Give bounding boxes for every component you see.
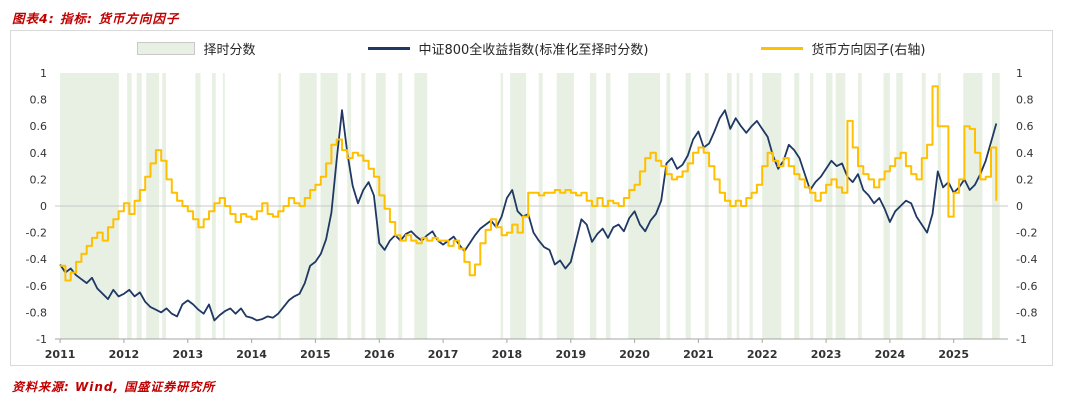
svg-text:0.2: 0.2 [1016, 173, 1034, 186]
svg-text:2012: 2012 [109, 348, 140, 361]
svg-text:2017: 2017 [428, 348, 459, 361]
svg-text:-0.4: -0.4 [1016, 253, 1037, 266]
svg-text:-0.6: -0.6 [1016, 280, 1037, 293]
svg-text:-0.6: -0.6 [26, 280, 47, 293]
svg-text:-0.2: -0.2 [26, 227, 47, 240]
svg-text:0: 0 [1016, 200, 1023, 213]
svg-text:2021: 2021 [683, 348, 714, 361]
svg-text:1: 1 [1016, 67, 1023, 80]
svg-text:0.8: 0.8 [1016, 94, 1034, 107]
svg-text:0.4: 0.4 [30, 147, 48, 160]
figure-title: 图表4: 指标: 货币方向因子 [12, 11, 180, 26]
svg-text:-0.8: -0.8 [26, 306, 47, 319]
svg-text:-1: -1 [1016, 333, 1027, 346]
svg-text:-0.2: -0.2 [1016, 227, 1037, 240]
svg-text:0.2: 0.2 [30, 173, 48, 186]
legend-label-index: 中证800全收益指数(标准化至择时分数) [418, 42, 649, 58]
legend-label-timing-score: 择时分数 [203, 42, 256, 58]
svg-text:2018: 2018 [492, 348, 523, 361]
legend-swatch-band [137, 41, 196, 55]
svg-text:2016: 2016 [364, 348, 395, 361]
svg-text:0.6: 0.6 [1016, 120, 1034, 133]
svg-text:-0.8: -0.8 [1016, 306, 1037, 319]
legend-swatch-factor-line [761, 46, 804, 50]
source-note: 资料来源: Wind, 国盛证券研究所 [12, 380, 216, 394]
svg-text:0.6: 0.6 [30, 120, 48, 133]
svg-text:2019: 2019 [555, 348, 586, 361]
legend-item-factor: 货币方向因子(右轴) [761, 39, 926, 58]
legend-item-index: 中证800全收益指数(标准化至择时分数) [368, 39, 648, 58]
svg-text:2025: 2025 [938, 348, 969, 361]
svg-text:2015: 2015 [300, 348, 331, 361]
chart-legend: 择时分数 中证800全收益指数(标准化至择时分数) 货币方向因子(右轴) [11, 31, 1052, 65]
svg-text:-1: -1 [36, 333, 47, 346]
svg-text:1: 1 [40, 67, 47, 80]
svg-text:0.8: 0.8 [30, 94, 48, 107]
svg-text:2024: 2024 [875, 348, 906, 361]
svg-text:2011: 2011 [45, 348, 76, 361]
svg-text:2013: 2013 [172, 348, 203, 361]
svg-text:2023: 2023 [811, 348, 842, 361]
legend-item-timing-score: 择时分数 [137, 39, 255, 58]
svg-text:-0.4: -0.4 [26, 253, 47, 266]
svg-text:0: 0 [40, 200, 47, 213]
chart-container: 择时分数 中证800全收益指数(标准化至择时分数) 货币方向因子(右轴) 201… [10, 30, 1053, 366]
legend-swatch-index-line [368, 46, 411, 50]
svg-text:2020: 2020 [619, 348, 650, 361]
legend-label-factor: 货币方向因子(右轴) [811, 42, 926, 58]
svg-text:0.4: 0.4 [1016, 147, 1034, 160]
chart-canvas: 2011 2012 2013 2014 2015 2016 2017 2018 2019 2020… [26, 67, 1038, 361]
svg-text:2014: 2014 [236, 348, 267, 361]
svg-text:2022: 2022 [747, 348, 778, 361]
